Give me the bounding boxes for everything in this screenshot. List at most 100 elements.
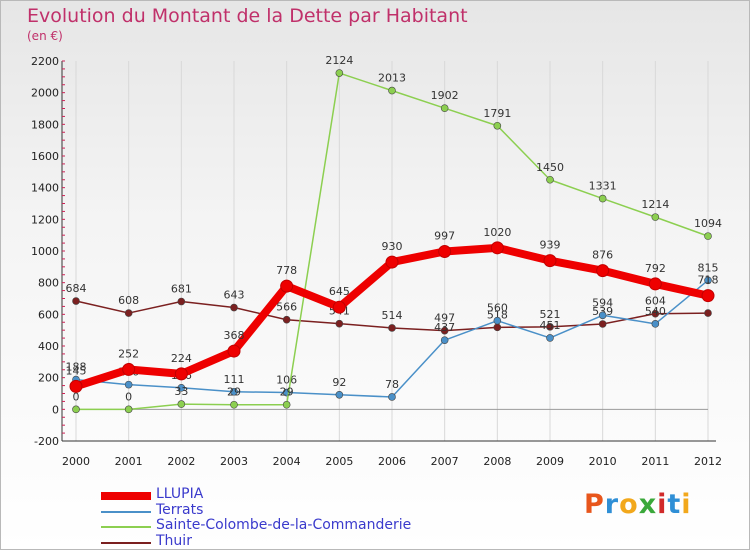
data-label-sainte-colombe-de-la-commanderie: 0 xyxy=(125,390,132,403)
y-tick-label: 200 xyxy=(38,372,59,385)
x-tick-label: 2003 xyxy=(220,455,248,468)
logo-letter: r xyxy=(604,489,620,520)
data-label-llupia: 997 xyxy=(434,229,455,242)
data-point-llupia xyxy=(69,379,83,393)
data-point-llupia xyxy=(385,255,399,269)
data-point-terrats xyxy=(598,311,607,320)
data-point-sainte-colombe-de-la-commanderie xyxy=(704,232,712,240)
data-label-llupia: 876 xyxy=(592,249,613,262)
x-tick-label: 2011 xyxy=(641,455,669,468)
data-label-terrats: 594 xyxy=(592,296,613,309)
logo-letter: i xyxy=(681,489,692,520)
y-tick-label: 800 xyxy=(38,277,59,290)
data-point-sainte-colombe-de-la-commanderie xyxy=(546,175,554,184)
data-label-llupia: 792 xyxy=(645,262,666,275)
data-point-thuir xyxy=(493,323,502,332)
legend-label: Thuir xyxy=(156,532,192,549)
y-tick-label: 1200 xyxy=(31,213,59,226)
data-label-thuir: 608 xyxy=(118,294,139,307)
data-label-sainte-colombe-de-la-commanderie: 1094 xyxy=(694,217,722,230)
data-label-llupia: 224 xyxy=(171,352,192,365)
data-label-llupia: 778 xyxy=(276,264,297,277)
data-label-sainte-colombe-de-la-commanderie: 2013 xyxy=(378,72,406,85)
legend-label: LLUPIA xyxy=(156,486,204,502)
data-point-terrats xyxy=(493,316,502,325)
data-label-terrats: 815 xyxy=(698,261,719,274)
data-point-sainte-colombe-de-la-commanderie xyxy=(493,121,502,130)
data-label-thuir: 566 xyxy=(276,301,297,314)
proxiti-logo: Proxiti xyxy=(584,489,692,520)
data-label-thuir: 604 xyxy=(645,295,666,308)
logo-letter: o xyxy=(619,489,639,520)
legend-label: Sainte-Colombe-de-la-Commanderie xyxy=(156,517,412,533)
data-label-sainte-colombe-de-la-commanderie: 33 xyxy=(174,385,188,398)
data-label-llupia: 368 xyxy=(224,329,245,342)
data-label-terrats: 92 xyxy=(332,376,346,389)
data-label-terrats: 540 xyxy=(645,305,666,318)
data-label-thuir: 497 xyxy=(434,312,455,325)
data-point-sainte-colombe-de-la-commanderie xyxy=(230,400,238,409)
data-point-sainte-colombe-de-la-commanderie xyxy=(282,400,291,409)
logo-letter: i xyxy=(657,489,668,520)
data-point-thuir xyxy=(704,309,712,317)
data-label-sainte-colombe-de-la-commanderie: 0 xyxy=(73,390,80,403)
y-tick-label: 0 xyxy=(52,403,59,416)
data-point-llupia xyxy=(701,289,715,303)
data-point-llupia xyxy=(438,244,452,258)
data-label-sainte-colombe-de-la-commanderie: 2124 xyxy=(325,54,353,67)
logo-letter: P xyxy=(584,489,605,520)
y-tick-label: 1400 xyxy=(31,182,59,195)
data-point-terrats xyxy=(177,383,186,392)
y-tick-label: -200 xyxy=(34,435,59,448)
data-label-terrats: 111 xyxy=(224,373,245,386)
data-label-terrats: 451 xyxy=(540,319,561,332)
data-point-sainte-colombe-de-la-commanderie xyxy=(651,213,660,221)
data-point-sainte-colombe-de-la-commanderie xyxy=(388,86,396,95)
logo-letter: t xyxy=(667,489,682,520)
data-point-terrats xyxy=(546,334,554,342)
data-label-llupia: 939 xyxy=(540,239,561,252)
data-label-llupia: 645 xyxy=(329,285,350,298)
data-label-thuir: 684 xyxy=(66,282,87,295)
data-label-sainte-colombe-de-la-commanderie: 1331 xyxy=(589,180,617,193)
y-tick-label: 600 xyxy=(38,308,59,321)
data-point-sainte-colombe-de-la-commanderie xyxy=(177,400,186,408)
x-tick-label: 2001 xyxy=(115,455,143,468)
data-point-terrats xyxy=(388,393,396,401)
data-label-thuir: 521 xyxy=(540,308,561,321)
x-tick-label: 2009 xyxy=(536,455,564,468)
data-point-sainte-colombe-de-la-commanderie xyxy=(440,104,449,112)
x-tick-label: 2007 xyxy=(431,455,459,468)
data-label-llupia: 718 xyxy=(698,274,719,287)
data-point-thuir xyxy=(388,324,396,332)
x-tick-label: 2008 xyxy=(483,455,511,468)
data-point-llupia xyxy=(490,241,504,255)
data-label-thuir: 681 xyxy=(171,283,192,296)
x-tick-label: 2000 xyxy=(62,455,90,468)
data-label-llupia: 1020 xyxy=(483,226,511,239)
x-tick-label: 2010 xyxy=(589,455,617,468)
legend-swatch xyxy=(101,541,151,544)
data-label-terrats: 560 xyxy=(487,302,508,315)
data-point-thuir xyxy=(230,303,238,312)
legend-swatch xyxy=(101,526,151,528)
data-point-terrats xyxy=(335,390,344,399)
data-label-thuir: 518 xyxy=(487,308,508,321)
data-label-terrats: 106 xyxy=(276,374,297,387)
data-label-sainte-colombe-de-la-commanderie: 1450 xyxy=(536,161,564,174)
chart-title: Evolution du Montant de la Dette par Hab… xyxy=(27,5,468,27)
data-label-llupia: 252 xyxy=(118,347,139,360)
data-point-llupia xyxy=(280,279,294,293)
data-point-thuir xyxy=(546,323,554,331)
data-label-thuir: 643 xyxy=(224,289,245,302)
x-tick-label: 2012 xyxy=(694,455,722,468)
data-label-llupia: 145 xyxy=(66,364,87,377)
data-point-llupia xyxy=(122,362,136,376)
data-point-llupia xyxy=(596,264,610,278)
data-point-thuir xyxy=(335,319,344,328)
data-label-sainte-colombe-de-la-commanderie: 1214 xyxy=(641,198,669,211)
data-point-terrats xyxy=(651,320,660,328)
y-tick-label: 1600 xyxy=(31,150,59,163)
